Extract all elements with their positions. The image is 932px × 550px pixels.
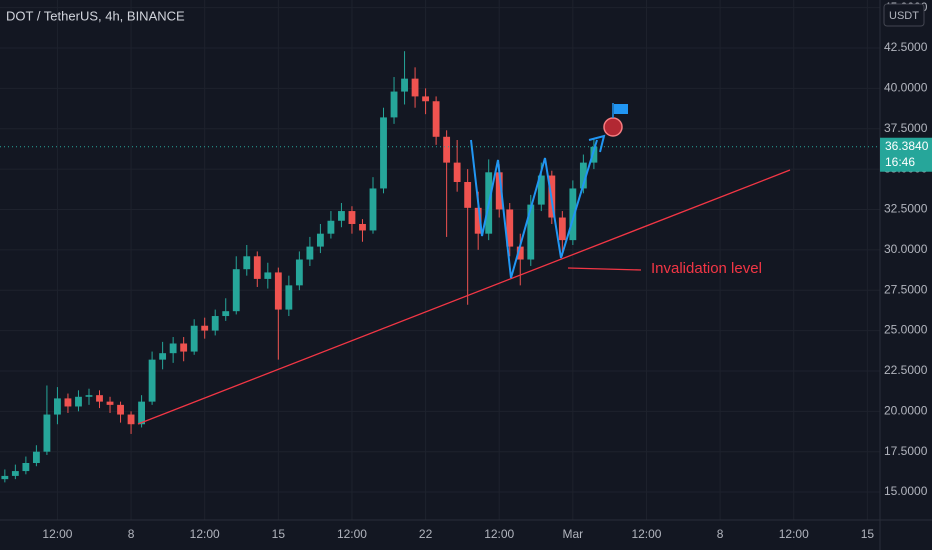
- x-tick-label: 12:00: [779, 527, 809, 541]
- candle-body: [159, 353, 167, 360]
- y-tick-label: 22.5000: [884, 363, 928, 377]
- candle-body: [243, 256, 251, 270]
- candle-body: [54, 398, 61, 415]
- candle-body: [432, 101, 440, 137]
- candle-body: [43, 414, 51, 452]
- candle-body: [169, 343, 177, 354]
- candle-body: [380, 117, 387, 189]
- candle-body: [253, 256, 261, 279]
- candle-body: [138, 401, 146, 425]
- candle-body: [348, 211, 356, 224]
- x-tick-label: 8: [717, 527, 724, 541]
- x-tick-label: 12:00: [190, 527, 220, 541]
- candle-body: [516, 246, 524, 260]
- y-tick-label: 17.5000: [884, 444, 928, 458]
- candle-body: [148, 359, 156, 402]
- annotation: Invalidation level: [651, 260, 762, 277]
- currency-badge: [883, 3, 925, 27]
- x-tick-label: 12:00: [337, 527, 367, 541]
- candle-body: [537, 175, 545, 205]
- candle-body: [443, 136, 451, 163]
- grid: [0, 0, 880, 520]
- y-tick-label: 42.5000: [884, 40, 928, 54]
- x-tick-label: Mar: [563, 527, 584, 541]
- candle-body: [569, 188, 577, 241]
- x-tick-label: 12:00: [42, 527, 72, 541]
- candle-body: [359, 223, 366, 231]
- candle-body: [180, 343, 188, 352]
- candle-body: [264, 272, 272, 279]
- candle-body: [527, 204, 535, 260]
- candle-body: [338, 211, 345, 221]
- y-tick-label: 20.0000: [884, 403, 928, 417]
- target-circle: [603, 117, 623, 137]
- x-tick-label: 8: [128, 527, 135, 541]
- candle-body: [201, 325, 209, 331]
- candle-body: [117, 404, 124, 415]
- candle-body: [211, 316, 219, 331]
- y-tick-label: 32.5000: [884, 202, 928, 216]
- last-price-label: 36.3840: [885, 139, 929, 153]
- candle-body: [590, 146, 598, 163]
- y-tick-label: 40.0000: [884, 81, 928, 95]
- last-price-badge: [880, 137, 932, 172]
- invalidation-line: [567, 267, 642, 271]
- countdown: 16:46: [885, 155, 915, 169]
- candle-body: [285, 285, 293, 310]
- candle-body: [274, 272, 282, 310]
- y-tick-label: 27.5000: [884, 282, 928, 296]
- x-tick-label: 15: [272, 527, 286, 541]
- trend-line: [137, 169, 791, 425]
- candle-body: [1, 475, 9, 480]
- y-tick-label: 15.0000: [884, 484, 928, 498]
- candle-body: [390, 91, 398, 118]
- candle-body: [369, 188, 377, 231]
- y-tick-label: 25.0000: [884, 323, 928, 337]
- flag: [614, 104, 628, 114]
- candle-body: [464, 182, 472, 208]
- candle-body: [22, 462, 30, 472]
- candle-body: [222, 311, 230, 317]
- candle-body: [558, 217, 566, 241]
- candle-body: [316, 233, 324, 247]
- candle-body: [306, 246, 314, 260]
- candle-body: [295, 259, 303, 286]
- candle-body: [453, 162, 461, 182]
- candle-body: [32, 451, 40, 463]
- candle-body: [495, 172, 503, 210]
- arrow-head: [588, 134, 606, 153]
- candle-body: [75, 396, 82, 407]
- candle-body: [106, 401, 114, 405]
- candle-body: [422, 96, 430, 102]
- candle-body: [474, 207, 482, 234]
- candle-body: [401, 78, 408, 92]
- y-tick-label: 37.5000: [884, 121, 928, 135]
- y-tick-label: 30.0000: [884, 242, 928, 256]
- candle-body: [327, 220, 335, 234]
- zigzag: [470, 139, 598, 279]
- candle-body: [64, 398, 72, 407]
- candle-body: [127, 414, 135, 425]
- candle-body: [232, 269, 240, 312]
- candle-body: [579, 162, 587, 189]
- candle-body: [411, 78, 419, 97]
- candle-body: [190, 325, 198, 352]
- currency: USDT: [889, 10, 919, 22]
- chart-title: DOT / TetherUS, 4h, BINANCE: [6, 8, 185, 23]
- x-tick-label: 22: [419, 527, 433, 541]
- x-tick-label: 12:00: [484, 527, 514, 541]
- candle-body: [11, 471, 19, 476]
- x-tick-label: 12:00: [631, 527, 661, 541]
- candle-body: [506, 209, 514, 247]
- x-tick-label: 15: [861, 527, 875, 541]
- candle-body: [85, 395, 93, 397]
- candle-body: [96, 395, 103, 402]
